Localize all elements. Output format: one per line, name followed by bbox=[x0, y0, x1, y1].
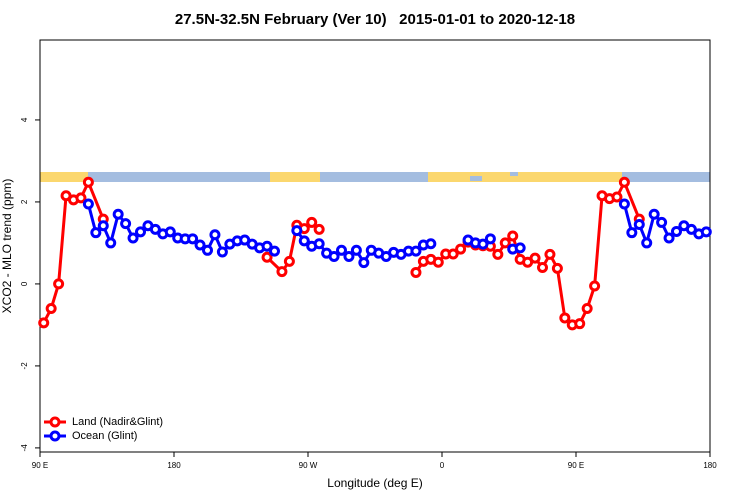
series-point bbox=[291, 225, 303, 237]
series-point bbox=[343, 250, 355, 262]
series-point bbox=[53, 278, 65, 290]
series-point bbox=[425, 238, 437, 250]
series-point bbox=[261, 251, 273, 263]
series-point bbox=[313, 238, 325, 250]
series-point bbox=[328, 250, 340, 262]
series-point bbox=[75, 192, 87, 204]
series-point bbox=[135, 226, 146, 238]
series-point bbox=[700, 226, 712, 238]
series-point bbox=[298, 235, 310, 247]
series-point bbox=[507, 230, 519, 242]
series-point bbox=[514, 242, 526, 254]
series-point bbox=[410, 245, 422, 257]
y-tick-label: 4 bbox=[20, 117, 29, 122]
y-tick-label: 2 bbox=[20, 199, 29, 204]
series-point bbox=[313, 223, 325, 235]
series-point bbox=[447, 248, 459, 260]
series-point bbox=[261, 240, 273, 252]
series-point bbox=[194, 239, 206, 251]
series-point bbox=[358, 257, 370, 269]
series-point bbox=[202, 244, 213, 256]
series-point bbox=[626, 227, 638, 239]
legend-marker bbox=[49, 430, 61, 442]
series-point bbox=[149, 223, 161, 235]
land-band bbox=[40, 172, 88, 182]
series-point bbox=[410, 266, 422, 278]
series-point bbox=[38, 317, 50, 329]
series-point bbox=[105, 237, 117, 249]
chart-title: 27.5N-32.5N February (Ver 10) 2015-01-01… bbox=[175, 11, 575, 28]
y-axis-label: XCO2 - MLO trend (ppm) bbox=[0, 179, 14, 314]
legend-label: Land (Nadir&Glint) bbox=[72, 416, 163, 428]
land-ocean-band bbox=[40, 172, 710, 182]
series-point bbox=[127, 232, 139, 244]
series-point bbox=[648, 208, 660, 220]
series-point bbox=[82, 198, 94, 210]
legend-label: Ocean (Glint) bbox=[72, 430, 137, 442]
x-tick-label: 180 bbox=[703, 461, 717, 470]
series-point bbox=[484, 233, 496, 245]
plot-frame bbox=[39, 39, 711, 453]
series-point bbox=[276, 266, 288, 278]
series-point bbox=[45, 303, 57, 315]
series-point bbox=[432, 256, 444, 268]
series-point bbox=[685, 223, 697, 235]
land-band bbox=[270, 172, 320, 182]
x-tick-label: 90 W bbox=[299, 461, 318, 470]
series-point bbox=[492, 248, 504, 260]
series-point bbox=[336, 244, 347, 256]
series-point bbox=[97, 220, 109, 232]
y-tick-label: -4 bbox=[20, 444, 29, 452]
y-tick-label: 0 bbox=[20, 281, 29, 286]
x-tick-label: 0 bbox=[440, 461, 445, 470]
series-point bbox=[112, 208, 124, 220]
series-point bbox=[618, 176, 630, 188]
series-point bbox=[269, 245, 280, 257]
series-point bbox=[574, 318, 586, 330]
series-point bbox=[477, 238, 489, 250]
series-point bbox=[209, 229, 221, 241]
series-point bbox=[529, 252, 541, 264]
series-point bbox=[455, 243, 467, 255]
series-point bbox=[633, 218, 645, 230]
series-point bbox=[641, 237, 653, 249]
series-point bbox=[120, 218, 132, 230]
y-tick-label: -2 bbox=[20, 362, 29, 370]
series-point bbox=[537, 262, 548, 274]
series-point bbox=[544, 248, 556, 260]
series-point bbox=[589, 280, 601, 292]
ocean-band bbox=[510, 172, 518, 176]
series-point bbox=[656, 216, 668, 228]
x-tick-label: 180 bbox=[167, 461, 181, 470]
ocean-band bbox=[40, 172, 710, 182]
series-point bbox=[187, 233, 199, 245]
series-point bbox=[306, 216, 318, 228]
series-point bbox=[216, 246, 228, 258]
land-band bbox=[428, 172, 622, 182]
series-point bbox=[283, 255, 295, 267]
series-point bbox=[671, 225, 682, 237]
series-point bbox=[164, 226, 176, 238]
series-point bbox=[350, 244, 362, 256]
series-point bbox=[663, 232, 675, 244]
ocean-band bbox=[470, 176, 482, 181]
series-point bbox=[82, 176, 94, 188]
x-axis-label: Longitude (deg E) bbox=[327, 476, 422, 490]
series-point bbox=[559, 312, 571, 324]
series-point bbox=[499, 237, 511, 249]
series-point bbox=[581, 303, 593, 315]
series-point bbox=[611, 191, 623, 203]
series-point bbox=[551, 262, 563, 274]
series-point bbox=[618, 198, 630, 210]
x-tick-label: 90 E bbox=[568, 461, 584, 470]
x-tick-label: 90 E bbox=[32, 461, 48, 470]
legend-marker bbox=[49, 416, 61, 428]
series-point bbox=[90, 227, 102, 239]
